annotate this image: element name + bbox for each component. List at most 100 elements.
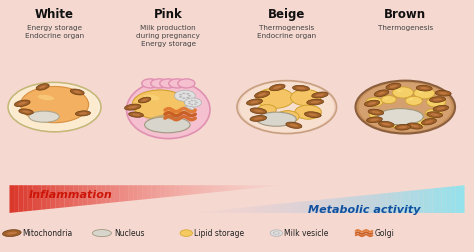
Circle shape [291,89,321,106]
Text: Lipid storage: Lipid storage [194,229,245,238]
Polygon shape [446,186,451,213]
Polygon shape [377,194,382,213]
Ellipse shape [254,117,263,120]
Polygon shape [212,210,217,213]
Circle shape [405,96,422,105]
Polygon shape [156,185,161,198]
Ellipse shape [292,85,310,91]
Polygon shape [266,185,271,187]
Polygon shape [42,185,46,210]
Polygon shape [124,185,128,201]
Polygon shape [309,201,313,213]
Ellipse shape [410,124,419,128]
Circle shape [275,234,277,235]
Ellipse shape [73,90,81,93]
Circle shape [414,88,435,99]
Ellipse shape [141,99,148,102]
Ellipse shape [390,85,397,88]
Circle shape [151,79,168,88]
Text: Golgi: Golgi [374,229,394,238]
Polygon shape [83,185,87,206]
Polygon shape [226,209,231,213]
Ellipse shape [79,112,87,114]
Polygon shape [238,185,243,190]
Circle shape [359,82,452,132]
Ellipse shape [429,97,446,102]
Circle shape [273,232,275,233]
Ellipse shape [421,118,437,125]
Ellipse shape [384,98,389,99]
Ellipse shape [439,92,447,94]
Ellipse shape [250,101,259,104]
Ellipse shape [19,109,33,114]
Ellipse shape [304,112,321,118]
Polygon shape [252,185,257,188]
Ellipse shape [22,110,30,113]
Text: Pink: Pink [154,8,182,21]
Polygon shape [419,190,423,213]
Ellipse shape [312,92,328,98]
Polygon shape [106,185,110,203]
Polygon shape [262,185,266,187]
Circle shape [10,84,99,131]
Circle shape [191,104,193,105]
Polygon shape [18,185,23,212]
Polygon shape [350,196,355,213]
Ellipse shape [132,114,140,116]
Polygon shape [211,185,216,193]
Polygon shape [92,185,97,205]
Ellipse shape [296,87,306,89]
Polygon shape [346,197,350,213]
Ellipse shape [308,113,318,116]
Circle shape [182,106,195,113]
Circle shape [295,105,321,119]
Polygon shape [115,185,119,202]
Ellipse shape [399,126,407,129]
Polygon shape [313,200,318,213]
Polygon shape [9,185,14,213]
Ellipse shape [430,100,436,102]
Polygon shape [208,211,212,213]
Circle shape [256,88,294,108]
Circle shape [174,90,195,101]
Ellipse shape [2,230,21,237]
Circle shape [178,79,195,88]
Circle shape [270,230,283,236]
Ellipse shape [7,232,17,235]
Circle shape [277,234,279,235]
Polygon shape [128,185,133,201]
Ellipse shape [36,84,49,90]
Polygon shape [300,201,304,213]
Polygon shape [451,186,456,213]
Circle shape [366,98,383,107]
Ellipse shape [420,87,428,89]
Polygon shape [355,196,359,213]
Polygon shape [272,204,277,213]
Ellipse shape [407,123,422,129]
Polygon shape [225,185,229,191]
Circle shape [182,97,185,99]
Polygon shape [14,185,18,212]
Circle shape [188,95,191,97]
Ellipse shape [370,118,379,121]
Circle shape [381,96,396,104]
Polygon shape [341,197,346,213]
Polygon shape [165,185,170,197]
Text: Thermogenesis
Endocrine organ: Thermogenesis Endocrine organ [257,25,316,39]
Polygon shape [231,208,236,213]
Ellipse shape [38,95,54,100]
Circle shape [278,233,280,234]
Circle shape [184,110,186,111]
Circle shape [277,231,279,232]
Ellipse shape [70,89,84,95]
Ellipse shape [372,111,380,113]
Circle shape [189,108,191,109]
Ellipse shape [250,108,266,114]
Ellipse shape [386,83,401,90]
Ellipse shape [18,102,27,105]
Circle shape [237,81,337,134]
Ellipse shape [286,122,302,129]
Polygon shape [207,185,211,193]
Polygon shape [179,185,183,196]
Circle shape [356,81,455,134]
